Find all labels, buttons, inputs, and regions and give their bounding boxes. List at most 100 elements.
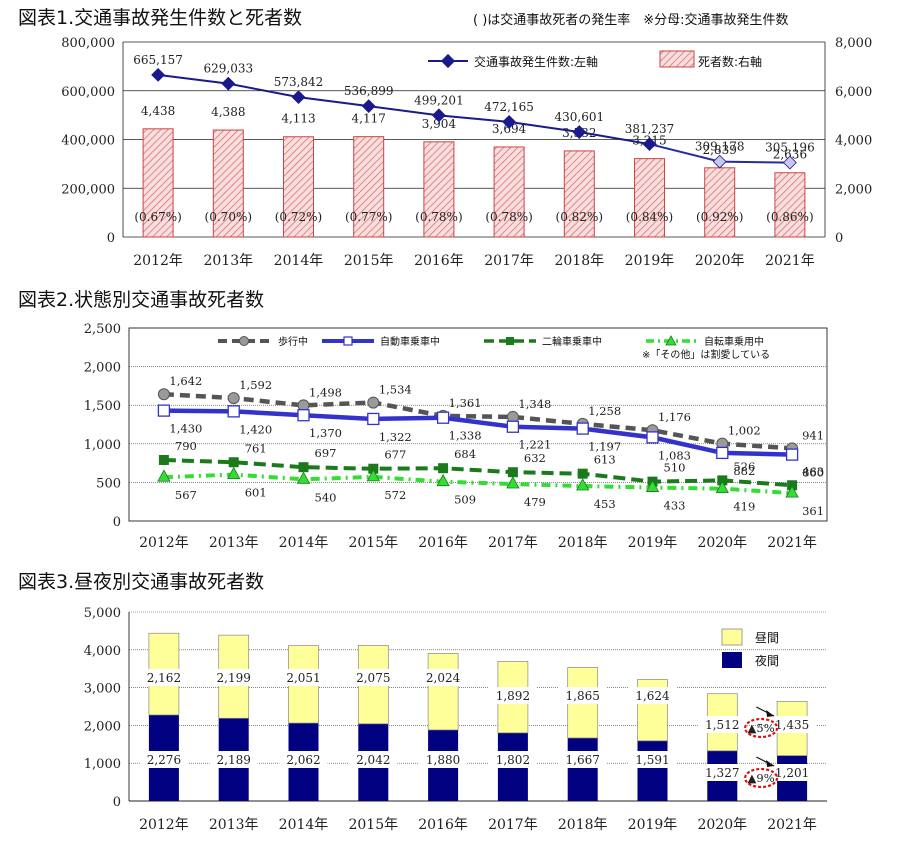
chart1-death-label: 4,117 — [352, 112, 386, 126]
chart1-death-label: 4,388 — [211, 105, 245, 119]
chart2-car-point — [716, 446, 729, 460]
chart1-death-bar — [493, 146, 525, 238]
chart2-walk-point — [227, 392, 240, 405]
chart2-walk-label: 1,592 — [239, 378, 272, 392]
chart2-car-point — [157, 404, 171, 417]
chart1-accidents-point — [291, 90, 306, 105]
chart2-bike-point — [506, 476, 520, 489]
legend-car-marker — [343, 336, 353, 346]
chart2-title: 図表2.状態別交通事故死者数 — [18, 289, 264, 311]
chart1-rate-label: (0.86%) — [766, 210, 813, 224]
chart2-car-label: 1,430 — [169, 422, 202, 436]
chart2-bike-point — [366, 469, 380, 482]
legend-bar-swatch — [659, 50, 695, 68]
chart1-left-tick: 800,000 — [61, 36, 115, 51]
chart3-day-label: 1,624 — [635, 689, 670, 703]
chart2-bike-label: 509 — [454, 493, 476, 507]
chart2-moto-point — [228, 457, 239, 468]
legend-bike-marker — [665, 335, 677, 346]
chart2-moto-point — [507, 467, 518, 478]
chart3-x-tick: 2018年 — [558, 817, 608, 833]
chart1-rate-label: (0.78%) — [485, 210, 532, 224]
chart3-day-label-bg — [419, 669, 468, 686]
chart1-death-bar — [774, 172, 806, 238]
chart2-bike-label: 419 — [733, 500, 755, 514]
chart2-x-tick: 2020年 — [697, 535, 747, 551]
chart3-day-label: 1,865 — [566, 689, 600, 703]
chart2-car-label: 882 — [733, 464, 755, 478]
chart3-x-tick: 2019年 — [628, 817, 678, 833]
chart3-y-tick: 0 — [113, 795, 121, 810]
chart1-death-bar — [283, 136, 314, 238]
chart1-rate-label: (0.92%) — [696, 210, 743, 224]
chart3-x-tick: 2020年 — [697, 817, 747, 833]
chart1-death-label: 4,113 — [281, 112, 315, 126]
chart2-bike-point — [296, 471, 311, 484]
chart3-title: 図表3.昼夜別交通事故死者数 — [18, 571, 264, 593]
chart2-walk-label: 1,642 — [169, 374, 202, 388]
chart2-moto-label: 790 — [175, 439, 197, 453]
chart2-walk-label: 1,002 — [728, 424, 761, 438]
chart3-y-tick: 4,000 — [84, 644, 121, 659]
chart3-night-label-bg — [209, 751, 258, 768]
chart3-night-change-circle — [743, 767, 779, 789]
chart1-right-tick: 8,000 — [835, 36, 872, 51]
chart1-accidents-label: 381,237 — [625, 122, 675, 136]
chart3-x-tick: 2013年 — [209, 817, 259, 833]
chart2-moto-label: 677 — [384, 448, 406, 462]
chart3-day-label-bg — [698, 716, 747, 733]
chart1-accidents-label: 309,178 — [695, 140, 745, 154]
chart1-death-label: 4,438 — [141, 104, 175, 118]
chart2-moto-point — [438, 463, 449, 474]
chart3-day-label: 2,051 — [286, 671, 320, 685]
chart2-x-tick: 2019年 — [628, 535, 678, 551]
chart2-bike-label: 601 — [245, 486, 267, 500]
chart1-left-tick: 400,000 — [61, 134, 115, 149]
chart3-night-bar — [637, 740, 668, 801]
chart2-x-tick: 2021年 — [767, 535, 817, 551]
chart3-day-label: 2,199 — [217, 671, 251, 685]
chart2-bike-label: 453 — [594, 497, 616, 511]
chart3-day-label-bg — [279, 669, 328, 686]
legend-walk-marker — [239, 336, 249, 346]
chart3-night-label-bg — [558, 751, 607, 768]
chart3-day-label: 2,075 — [356, 671, 390, 685]
chart3-day-bar — [427, 653, 459, 731]
legend-night-label: 夜間 — [755, 653, 779, 668]
chart3-night-label-bg — [419, 751, 468, 768]
chart2-walk-label: 1,498 — [309, 385, 342, 399]
chart2-moto-label: 613 — [594, 453, 616, 467]
chart3-night-label: 2,189 — [217, 753, 251, 767]
chart2-bike-label: 479 — [524, 495, 546, 509]
chart3-night-label-bg — [139, 751, 188, 768]
chart1-accidents-label: 305,196 — [765, 141, 815, 155]
chart1-accidents-point — [361, 99, 376, 114]
chart2-bike-point — [715, 480, 729, 494]
legend-moto-label: 二輪車乗車中 — [542, 335, 602, 348]
chart1-left-tick: 200,000 — [61, 182, 115, 197]
chart1-rate-label: (0.78%) — [415, 210, 462, 224]
chart1-rate-label: (0.72%) — [275, 210, 322, 224]
chart3-night-label: 1,802 — [496, 753, 530, 767]
chart2-car-label: 1,420 — [239, 422, 272, 436]
chart2-y-tick: 1,500 — [84, 399, 121, 414]
chart2-bike-label: 540 — [315, 490, 337, 504]
chart2-moto-label: 697 — [315, 446, 337, 460]
chart3-night-label: 2,276 — [147, 753, 181, 767]
chart1-rate-label: (0.67%) — [134, 210, 181, 224]
legend-diamond-marker — [440, 53, 456, 69]
chart2-car-label: 1,322 — [379, 430, 412, 444]
chart3-day-label-bg — [139, 669, 188, 686]
chart2-walk-label: 1,258 — [588, 404, 621, 418]
chart2-legend: 歩行中 自動車乗車中 二輪車乗車中 自転車乗用中 ※「その他」は割愛している — [218, 335, 770, 361]
chart3-x-tick: 2015年 — [348, 817, 398, 833]
chart1-accidents-point — [431, 108, 446, 123]
chart2-plot: 0 500 1,000 1,500 2,000 2,500 2012年 2013年 2014年 2… — [84, 322, 828, 551]
chart2-car-label: 1,197 — [588, 440, 621, 454]
chart3-day-label: 2,162 — [147, 671, 181, 685]
chart3-night-label: 1,667 — [566, 753, 600, 767]
chart1-x-tick: 2013年 — [203, 253, 253, 269]
chart1-left-tick: 0 — [107, 231, 115, 246]
chart2-car-point — [227, 405, 240, 418]
